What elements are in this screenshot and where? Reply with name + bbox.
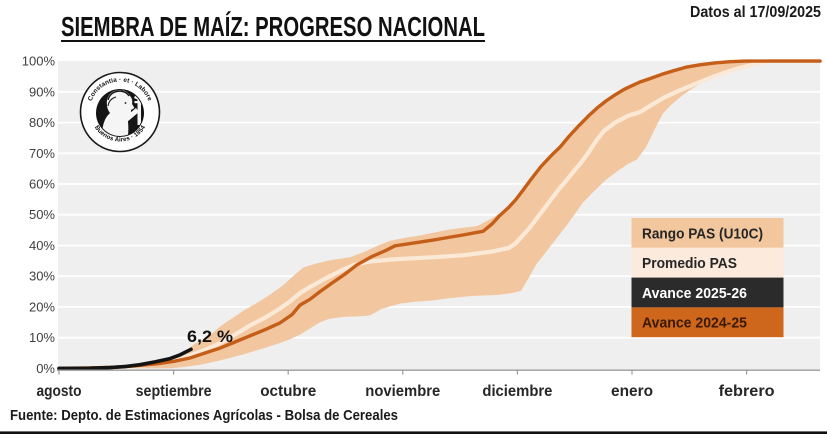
svg-text:febrero: febrero	[719, 383, 775, 400]
svg-text:40%: 40%	[29, 238, 55, 253]
svg-text:Avance 2025-26: Avance 2025-26	[642, 285, 747, 302]
svg-text:70%: 70%	[29, 146, 55, 161]
svg-text:90%: 90%	[29, 84, 55, 99]
svg-text:Avance 2024-25: Avance 2024-25	[642, 315, 747, 332]
svg-text:Datos al 17/09/2025: Datos al 17/09/2025	[690, 4, 821, 21]
svg-text:septiembre: septiembre	[136, 383, 212, 400]
svg-text:Fuente: Depto. de Estimaciones: Fuente: Depto. de Estimaciones Agrícolas…	[10, 407, 398, 424]
svg-text:6,2 %: 6,2 %	[187, 327, 233, 346]
svg-text:octubre: octubre	[260, 383, 316, 400]
svg-text:60%: 60%	[29, 177, 55, 192]
svg-text:80%: 80%	[29, 115, 55, 130]
svg-text:30%: 30%	[29, 269, 55, 284]
svg-text:noviembre: noviembre	[365, 383, 440, 400]
svg-text:10%: 10%	[29, 330, 55, 345]
svg-text:Promedio PAS: Promedio PAS	[642, 255, 737, 272]
svg-text:20%: 20%	[29, 299, 55, 314]
svg-text:Rango PAS (U10C): Rango PAS (U10C)	[642, 225, 763, 242]
svg-text:SIEMBRA DE MAÍZ: PROGRESO NACI: SIEMBRA DE MAÍZ: PROGRESO NACIONAL	[61, 11, 485, 42]
svg-text:100%: 100%	[22, 54, 56, 69]
svg-text:enero: enero	[611, 383, 653, 400]
svg-text:diciembre: diciembre	[482, 383, 552, 400]
svg-text:agosto: agosto	[37, 383, 82, 400]
svg-text:50%: 50%	[29, 207, 55, 222]
svg-text:0%: 0%	[36, 361, 55, 376]
